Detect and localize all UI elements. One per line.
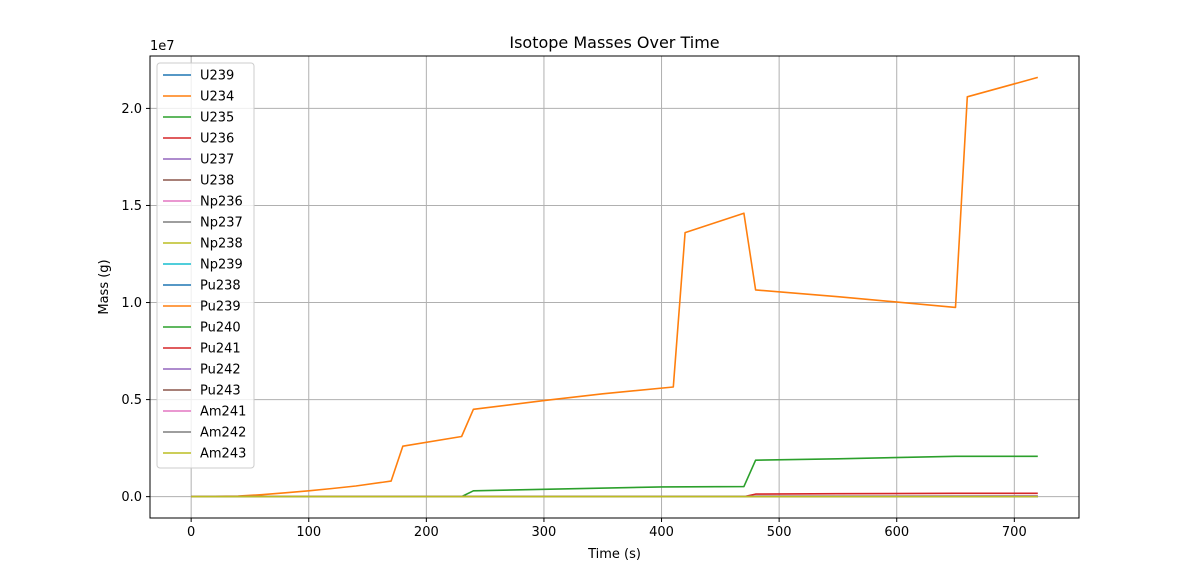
series-lines (191, 76, 1039, 498)
legend-label: Am243 (200, 447, 246, 462)
legend-box (156, 62, 255, 469)
legend-label: U237 (200, 153, 234, 168)
x-tick-label: 100 (296, 525, 321, 540)
y-axis-label: Mass (g) (97, 259, 112, 314)
x-axis-ticks: 0 100 200 300 400 500 600 700 (187, 518, 1027, 540)
y-tick-label: 0.0 (121, 490, 142, 505)
legend-label: Np237 (200, 216, 243, 231)
x-tick-label: 300 (532, 525, 557, 540)
legend-label: U234 (200, 90, 234, 105)
legend-label: Am242 (200, 426, 246, 441)
x-tick-label: 600 (884, 525, 909, 540)
y-offset-text: 1e7 (150, 39, 175, 54)
y-axis-ticks: 0.0 0.5 1.0 1.5 2.0 (121, 102, 150, 505)
legend-label: Pu241 (200, 342, 241, 357)
plot-frame (149, 55, 1080, 519)
y-tick-label: 2.0 (121, 102, 142, 117)
x-tick-label: 200 (414, 525, 439, 540)
legend-label: U238 (200, 174, 234, 189)
chart-title: Isotope Masses Over Time (509, 33, 719, 52)
legend-label: Pu242 (200, 363, 241, 378)
legend-label: Np236 (200, 195, 243, 210)
series-line-pu240 (191, 455, 1038, 498)
y-tick-label: 1.5 (121, 199, 142, 214)
x-tick-label: 0 (187, 525, 195, 540)
legend: U239 U234 U235 U236 U237 U238 Np236 Np237 Np238 N… (156, 62, 255, 469)
x-tick-label: 700 (1002, 525, 1027, 540)
x-tick-label: 400 (649, 525, 674, 540)
series-line-pu239 (191, 76, 1039, 498)
legend-label: U236 (200, 132, 234, 147)
legend-label: U239 (200, 69, 234, 84)
legend-label: Pu240 (200, 321, 241, 336)
y-tick-label: 0.5 (121, 393, 142, 408)
legend-label: Np238 (200, 237, 243, 252)
legend-label: Am241 (200, 405, 246, 420)
legend-label: Pu243 (200, 384, 241, 399)
y-tick-label: 1.0 (121, 296, 142, 311)
legend-label: Np239 (200, 258, 243, 273)
x-axis-label: Time (s) (587, 547, 641, 562)
x-tick-label: 500 (767, 525, 792, 540)
legend-label: Pu238 (200, 279, 241, 294)
legend-label: U235 (200, 111, 234, 126)
legend-label: Pu239 (200, 300, 241, 315)
